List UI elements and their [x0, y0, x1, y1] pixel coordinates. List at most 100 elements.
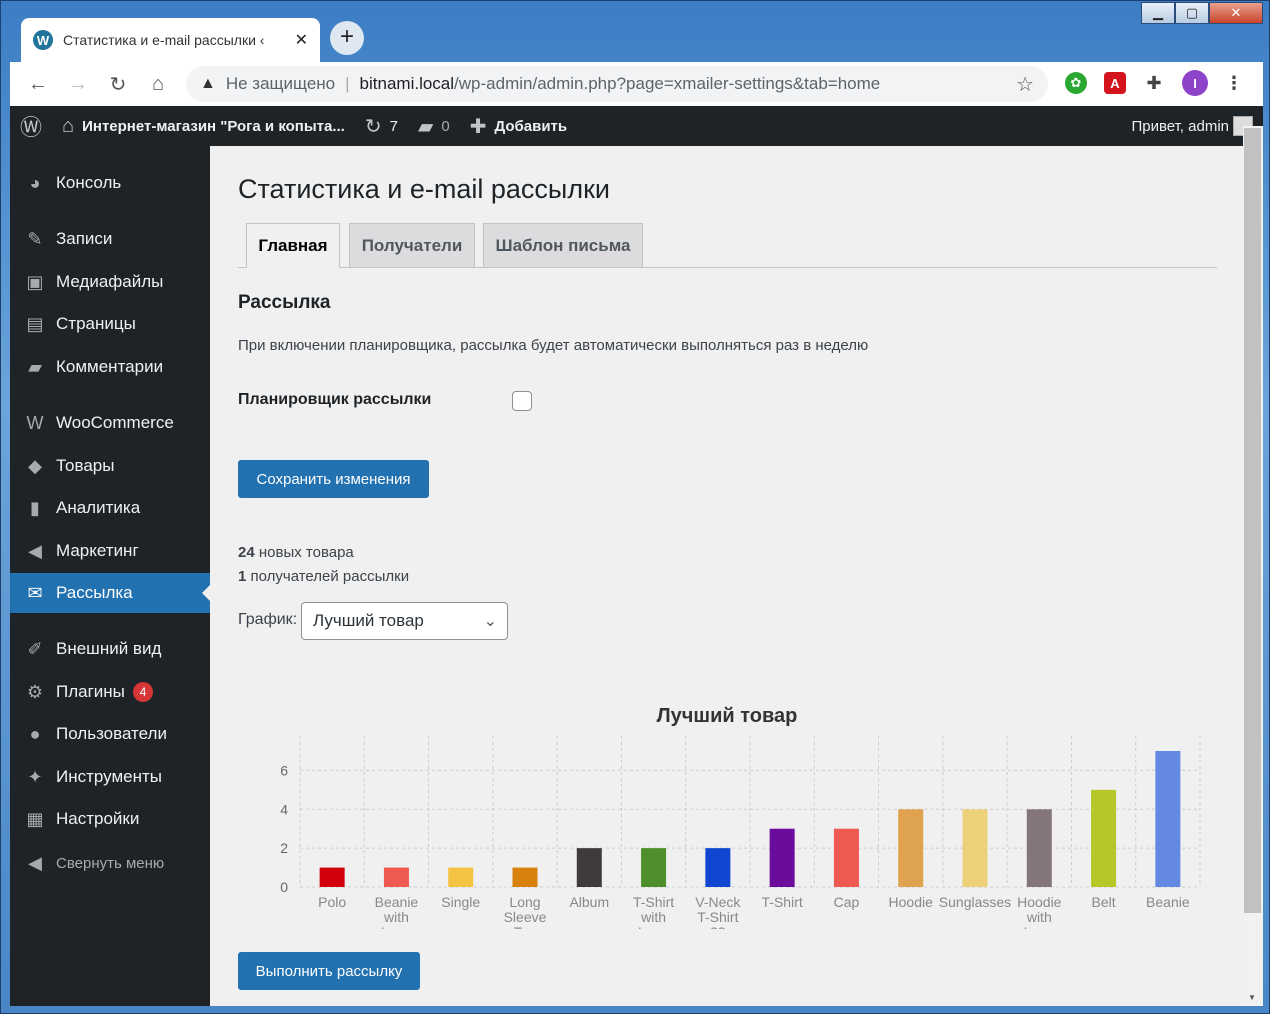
new-tab-button[interactable]: + [330, 21, 364, 55]
x-tick-label: Single [441, 894, 480, 910]
browser-tab[interactable]: W Статистика и e-mail рассылки ‹ ✕ [21, 18, 320, 62]
sidebar-item-collapse[interactable]: ◀ Свернуть меню [10, 843, 210, 883]
scroll-down-icon[interactable]: ▼ [1248, 993, 1256, 1002]
comments-count: 0 [441, 117, 450, 135]
tab-close-icon[interactable]: ✕ [294, 32, 308, 49]
sidebar-item-label: Внешний вид [56, 639, 162, 658]
sidebar-item-marketing[interactable]: ◀ Маркетинг [10, 531, 210, 571]
site-name-link[interactable]: ⌂ Интернет-магазин "Рога и копыта... [62, 115, 345, 138]
wp-admin-bar: Ⓦ ⌂ Интернет-магазин "Рога и копыта... ↻… [10, 106, 1263, 146]
chart-select[interactable]: Лучший товар ⌄ [301, 602, 508, 640]
address-bar[interactable]: ▲ Не защищено | bitnami.local /wp-admin/… [186, 66, 1048, 102]
wordpress-favicon-icon: W [33, 30, 53, 50]
plugins-icon: ⚙ [26, 681, 44, 702]
sidebar-item-settings[interactable]: ▦ Настройки [10, 799, 210, 839]
sidebar-item-users[interactable]: ● Пользователи [10, 714, 210, 754]
x-tick-label: Long [509, 894, 540, 910]
wp-logo-icon[interactable]: Ⓦ [20, 115, 43, 140]
tab-email-template[interactable]: Шаблон письма [483, 223, 643, 268]
appearance-icon: ✐ [27, 638, 43, 659]
maximize-button[interactable]: ▢ [1175, 2, 1209, 24]
home-icon: ⌂ [62, 114, 75, 137]
insecure-label: Не защищено [225, 74, 336, 93]
howdy-user[interactable]: Привет, admin [1131, 117, 1229, 135]
url-host: bitnami.local [359, 74, 455, 93]
save-changes-button[interactable]: Сохранить изменения [238, 460, 429, 498]
media-icon: ▣ [26, 271, 44, 292]
updates-link[interactable]: ↻ 7 [365, 114, 398, 139]
chart-bar [319, 867, 345, 887]
sidebar-item-appearance[interactable]: ✐ Внешний вид [10, 629, 210, 669]
recipients-count: 1 [238, 568, 247, 585]
x-tick-label: with [383, 909, 409, 925]
sidebar-item-media[interactable]: ▣ Медиафайлы [10, 262, 210, 302]
chart-bar [512, 867, 538, 887]
admin-sidebar: ◕ Консоль ✎ Записи ▣ Медиафайлы ▤ Страницы ▰ Комм… [10, 146, 210, 1006]
chart-bar [962, 809, 988, 887]
x-tick-label: Beanie [1146, 894, 1190, 910]
best-product-chart: Лучший товар0246PoloBeaniewithLogoSingle… [230, 705, 1230, 936]
address-separator: | [345, 74, 350, 93]
window-controls: ▁ ▢ ✕ [1141, 2, 1263, 24]
back-arrow-icon[interactable]: ← [28, 72, 48, 95]
minimize-button[interactable]: ▁ [1141, 2, 1175, 24]
puzzle-extensions-icon[interactable]: ✚ [1146, 72, 1162, 93]
sidebar-item-plugins[interactable]: ⚙ Плагины 4 [10, 672, 210, 712]
plus-icon: ✚ [469, 115, 487, 138]
sidebar-item-woo[interactable]: W WooCommerce [10, 403, 210, 443]
pdf-extension-icon[interactable]: A [1104, 72, 1126, 94]
x-tick-label: Hoodie [889, 894, 934, 910]
page-scrollbar[interactable]: ▲ ▼ [1243, 126, 1263, 1006]
sidebar-item-pin[interactable]: ✎ Записи [10, 219, 210, 259]
forward-arrow-icon[interactable]: → [68, 72, 88, 95]
sidebar-item-products[interactable]: ◆ Товары [10, 446, 210, 486]
browser-menu-icon[interactable]: ⋮ [1225, 72, 1243, 93]
collapse-icon: ◀ [28, 852, 42, 873]
page-title: Статистика и e-mail рассылки [238, 174, 610, 204]
chart-select-value: Лучший товар [313, 611, 424, 630]
x-tick-label: with [640, 909, 666, 925]
sidebar-item-pages[interactable]: ▤ Страницы [10, 304, 210, 344]
comment-bubble-icon: ▰ [417, 115, 434, 138]
scrollbar-thumb[interactable] [1244, 128, 1261, 913]
url-path: /wp-admin/admin.php?page=xmailer-setting… [454, 74, 881, 93]
sidebar-item-analytics[interactable]: ▮ Аналитика [10, 488, 210, 528]
tab-recipients[interactable]: Получатели [349, 223, 475, 268]
chart-bar [576, 848, 602, 887]
new-products-count: 24 [238, 544, 255, 561]
run-mailing-button[interactable]: Выполнить рассылку [238, 952, 420, 990]
sidebar-item-comments[interactable]: ▰ Комментарии [10, 347, 210, 387]
x-tick-label: T-Shirt [762, 894, 803, 910]
gear-extension-icon[interactable]: ✿ [1065, 72, 1087, 94]
y-tick-label: 6 [280, 762, 288, 778]
x-tick-label: Belt [1092, 894, 1116, 910]
close-window-button[interactable]: ✕ [1209, 2, 1263, 24]
tab-home[interactable]: Главная [246, 223, 340, 268]
settings-icon: ▦ [26, 808, 44, 829]
main-content: Статистика и e-mail рассылки Главная Пол… [210, 146, 1243, 1006]
settings-tabs: Главная Получатели Шаблон письма [238, 223, 1217, 268]
chart-bar [769, 828, 795, 887]
comments-link[interactable]: ▰ 0 [418, 114, 450, 139]
sidebar-item-label: Страницы [56, 314, 136, 333]
sidebar-item-tools[interactable]: ✦ Инструменты [10, 757, 210, 797]
label-clip-mask [230, 929, 1230, 936]
scheduler-checkbox[interactable] [512, 391, 532, 411]
chart-bar [641, 848, 667, 887]
home-icon[interactable]: ⌂ [151, 72, 165, 95]
products-icon: ◆ [28, 455, 42, 476]
y-tick-label: 0 [280, 879, 288, 895]
sidebar-item-label: Маркетинг [56, 541, 139, 560]
sidebar-item-label: Записи [56, 229, 113, 248]
bookmark-star-icon[interactable]: ☆ [1016, 73, 1034, 96]
users-icon: ● [29, 723, 41, 744]
profile-avatar[interactable]: I [1182, 70, 1208, 96]
tab-title: Статистика и e-mail рассылки ‹ [63, 32, 265, 48]
reload-icon[interactable]: ↻ [109, 73, 127, 96]
sidebar-item-dashboard[interactable]: ◕ Консоль [10, 163, 210, 203]
x-tick-label: Album [569, 894, 609, 910]
sidebar-item-mail[interactable]: ✉ Рассылка [10, 573, 210, 613]
chevron-down-icon: ⌄ [483, 613, 497, 630]
add-new-link[interactable]: ✚ Добавить [470, 114, 567, 139]
x-tick-label: with [1026, 909, 1052, 925]
